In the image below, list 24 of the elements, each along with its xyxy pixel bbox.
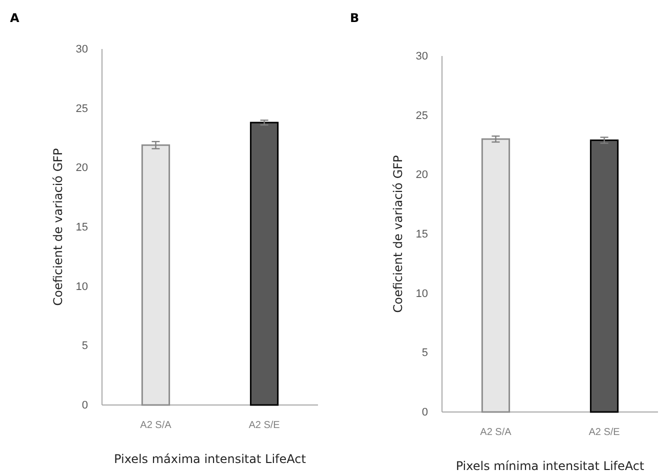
y-tick-label: 30 [76, 44, 88, 56]
y-tick-label: 10 [76, 280, 88, 293]
y-tick-label: 0 [82, 400, 88, 412]
y-tick-label: 25 [76, 102, 88, 115]
x-axis-title: Pixels máxima intensitat LifeAct [114, 452, 306, 466]
y-tick-label: 30 [416, 50, 428, 63]
y-tick-label: 5 [422, 347, 428, 360]
x-tick-label: A2 S/A [140, 420, 172, 432]
y-axis-title: Coeficient de variació GFP [391, 155, 405, 313]
y-tick-label: 20 [416, 169, 428, 182]
y-tick-label: 25 [416, 110, 428, 122]
y-tick-label: 10 [416, 288, 428, 300]
y-tick-label: 0 [422, 406, 428, 419]
x-tick-label: A2 S/E [248, 420, 280, 432]
y-tick-label: 20 [76, 162, 88, 174]
y-tick-label: 15 [416, 228, 428, 241]
chart-title: B [350, 11, 360, 25]
x-axis-title: Pixels mínima intensitat LifeAct [456, 459, 644, 473]
y-tick-label: 15 [76, 222, 88, 234]
chart-title: A [10, 11, 20, 25]
x-tick-label: A2 S/E [588, 427, 620, 438]
y-axis-title: Coeficient de variació GFP [51, 148, 65, 306]
x-tick-label: A2 S/A [480, 427, 512, 438]
y-tick-label: 5 [82, 340, 88, 352]
